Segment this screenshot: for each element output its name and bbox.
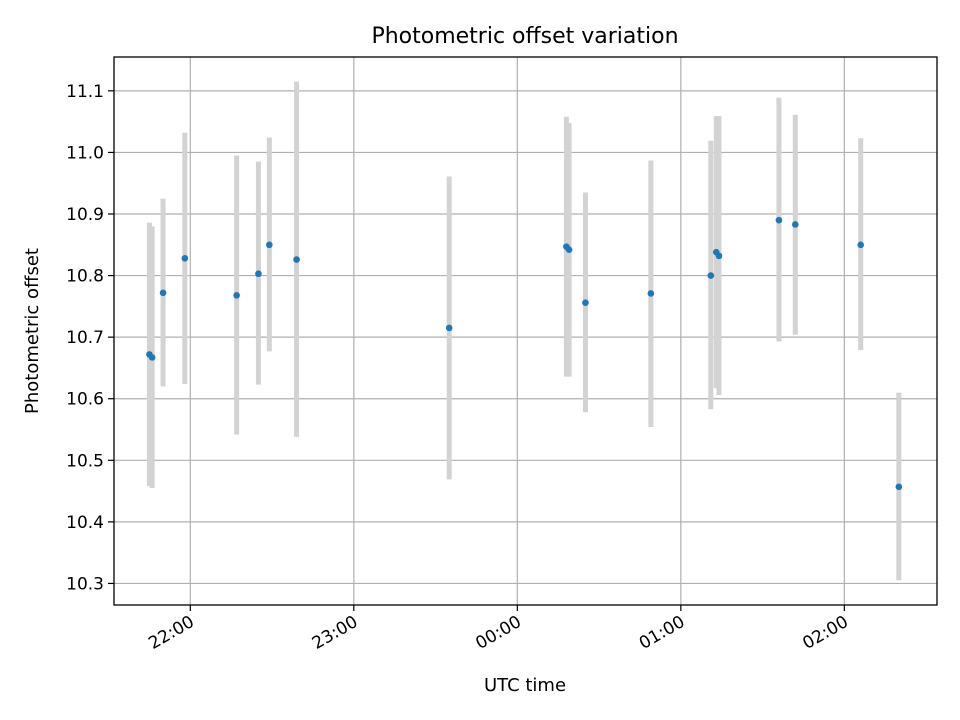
data-point: [266, 241, 273, 249]
data-point: [857, 241, 864, 249]
data-point: [255, 270, 262, 278]
plot-frame: [113, 56, 938, 606]
data-point: [565, 246, 573, 254]
data-point: [775, 216, 783, 224]
y-axis: 10.3 10.4 10.5 10.6 10.7 10.8 10.9 11.0 11.1: [66, 82, 114, 594]
data-point: [181, 255, 189, 262]
data-point: [445, 324, 453, 332]
data-point: [715, 252, 723, 260]
y-tick-label: 10.5: [66, 451, 104, 471]
data-point: [159, 289, 167, 297]
y-tick-label: 10.4: [66, 513, 104, 533]
data-point: [293, 256, 300, 263]
y-tick-label: 10.7: [66, 328, 104, 348]
y-axis-label: Photometric offset: [22, 248, 43, 414]
data-point: [707, 272, 715, 279]
data-point: [791, 221, 799, 228]
x-axis-label: UTC time: [484, 675, 566, 696]
data-point: [233, 291, 240, 299]
chart-title: Photometric offset variation: [371, 24, 678, 49]
y-tick-label: 10.9: [66, 205, 104, 225]
y-tick-label: 10.3: [66, 574, 104, 594]
y-tick-label: 10.8: [66, 267, 104, 287]
data-point: [895, 483, 903, 491]
grid: [114, 57, 937, 605]
data-point: [582, 299, 589, 306]
y-tick-label: 11.0: [66, 143, 104, 163]
data-points: [146, 216, 903, 491]
data-point: [148, 354, 156, 361]
data-point: [647, 290, 655, 297]
y-tick-label: 10.6: [66, 390, 104, 410]
plot-area: [114, 57, 937, 605]
y-tick-label: 11.1: [66, 82, 104, 102]
